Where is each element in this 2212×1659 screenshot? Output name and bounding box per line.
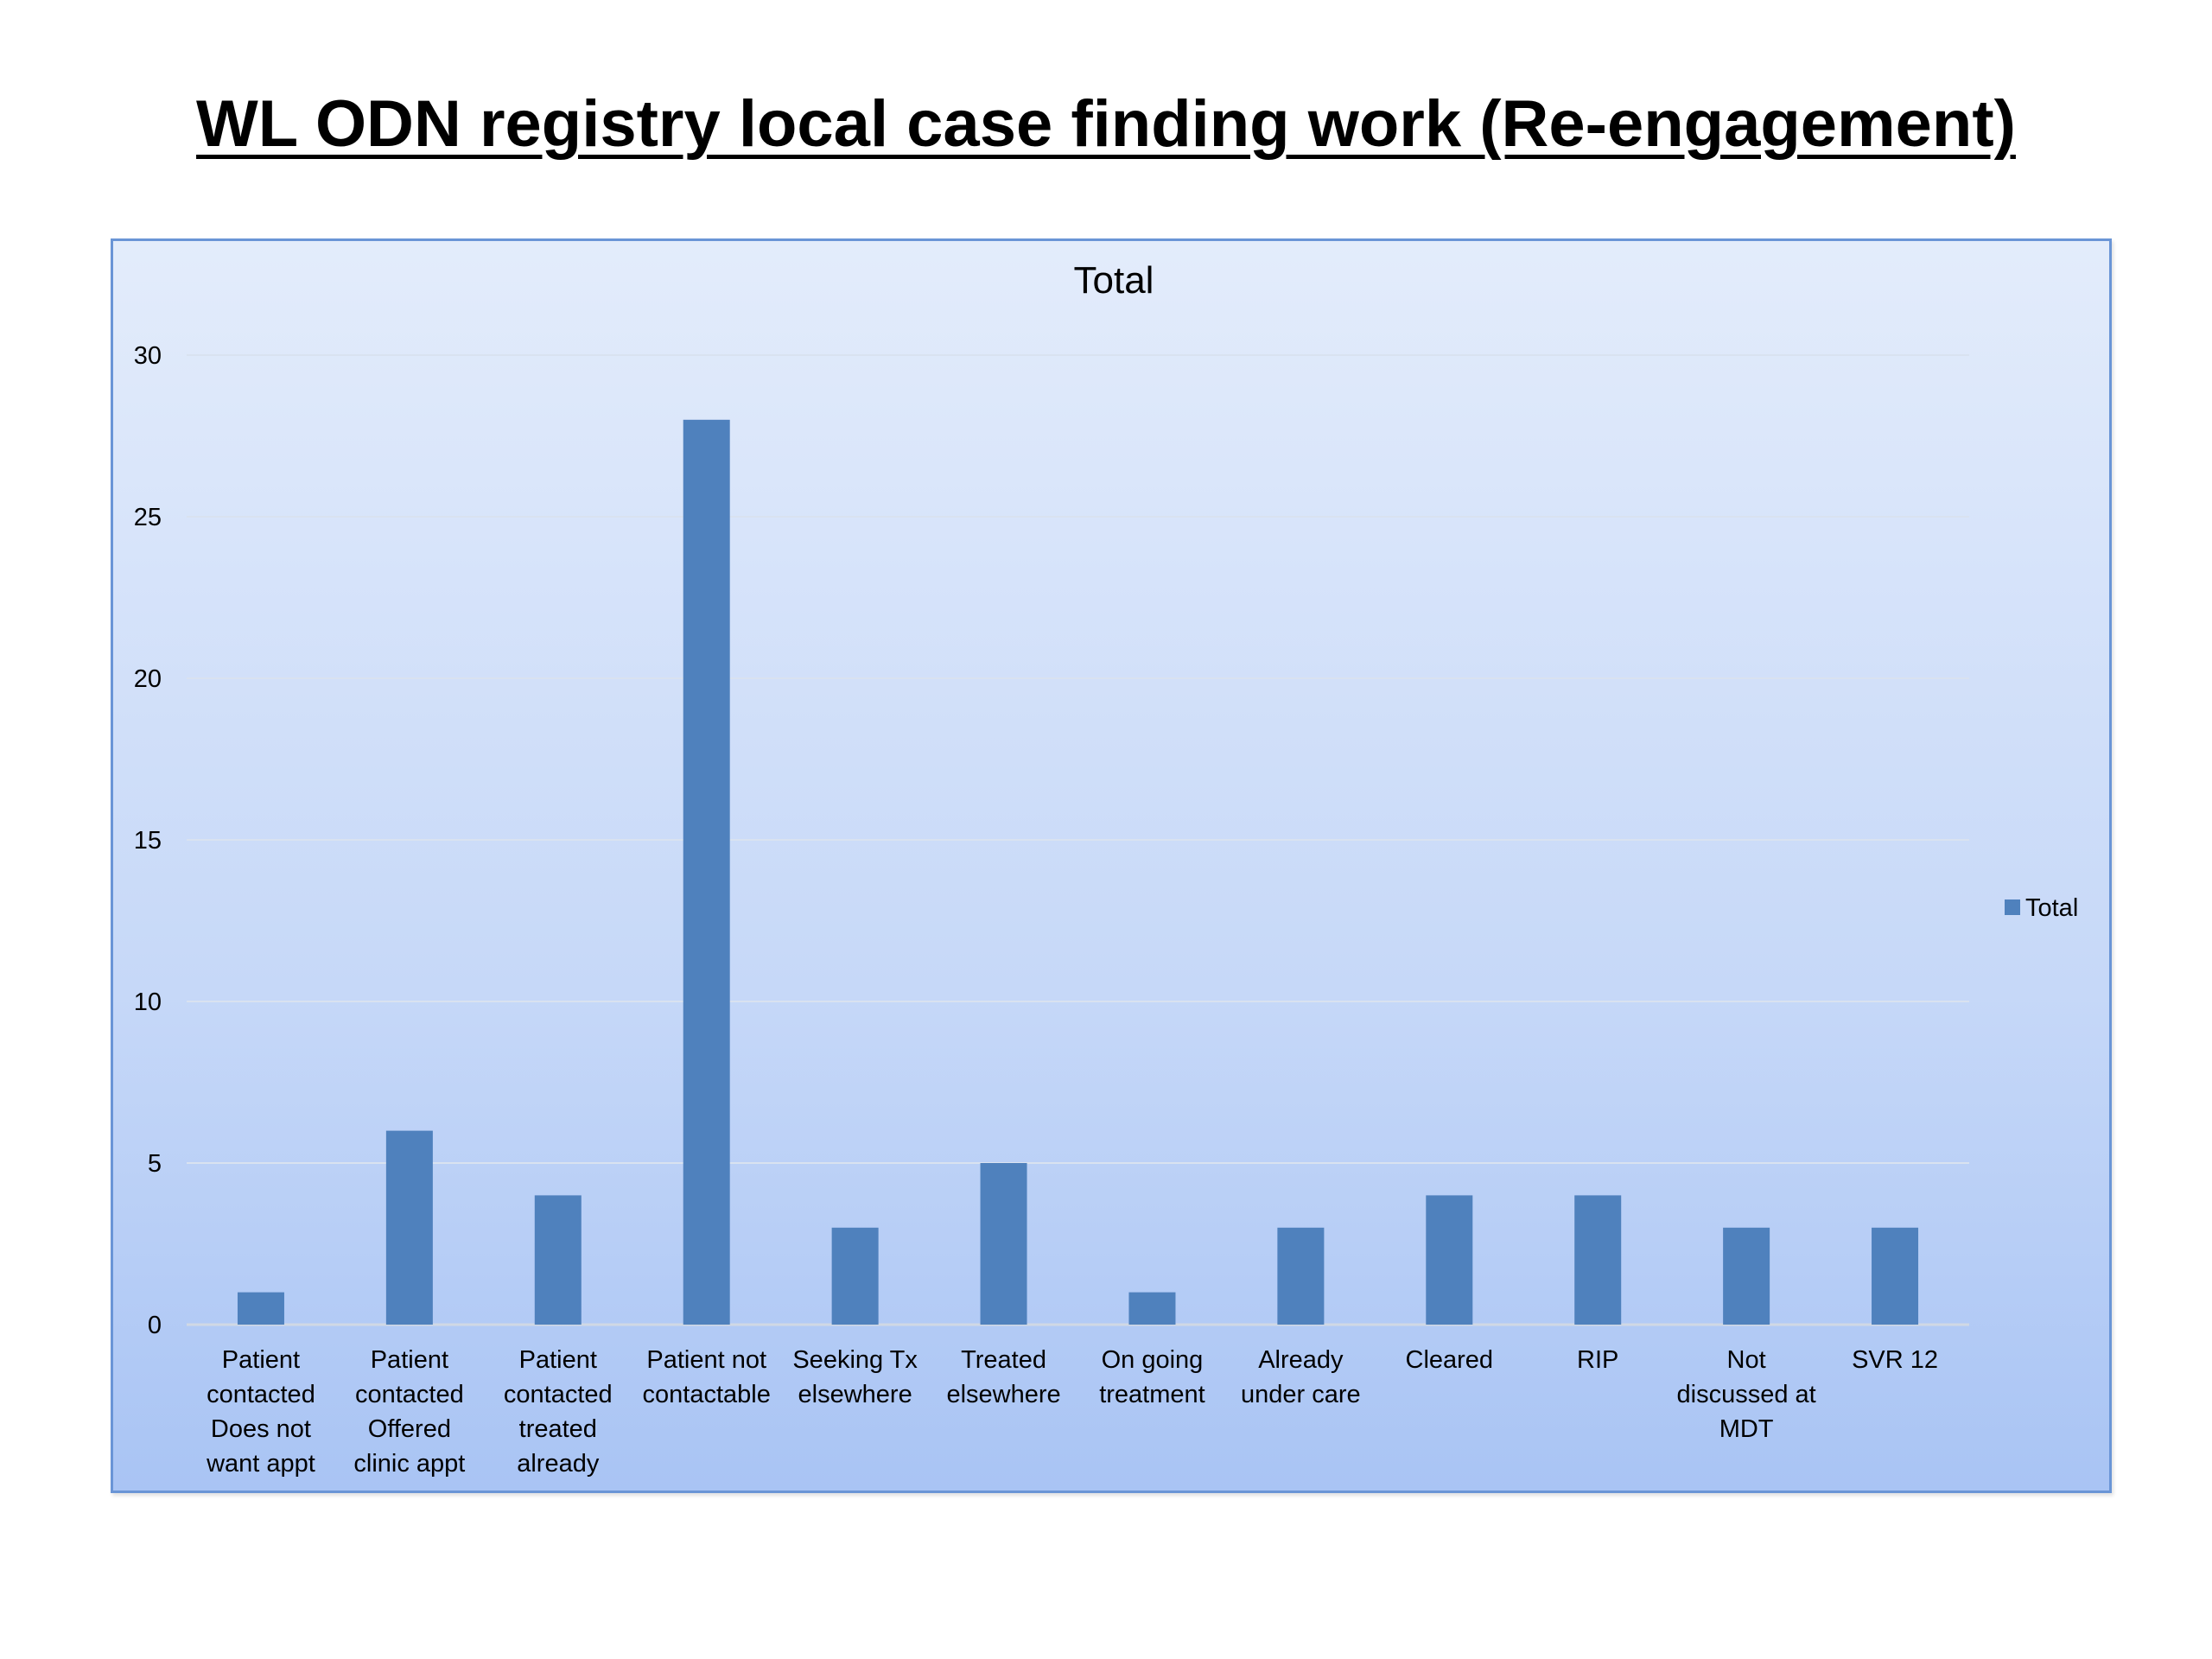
bar bbox=[1128, 1292, 1176, 1325]
bar bbox=[237, 1292, 284, 1325]
bar bbox=[1574, 1195, 1622, 1325]
bar bbox=[1872, 1227, 1919, 1325]
bar bbox=[980, 1163, 1027, 1325]
x-tick-label: RIP bbox=[1577, 1346, 1618, 1374]
x-tick-label: SVR 12 bbox=[1852, 1346, 1938, 1374]
legend: Total bbox=[2005, 894, 2078, 922]
bar bbox=[385, 1130, 433, 1325]
y-axis-ticks: 0 5 10 15 20 25 30 bbox=[134, 342, 162, 1339]
x-tick-label: Seeking Tx elsewhere bbox=[792, 1346, 918, 1408]
x-tick-label: Already under care bbox=[1241, 1346, 1361, 1408]
bar bbox=[831, 1227, 879, 1325]
y-tick-label: 15 bbox=[134, 827, 162, 855]
x-tick-label: Patient contacted treated already bbox=[504, 1346, 613, 1478]
bar bbox=[534, 1195, 582, 1325]
x-tick-label: Treated elsewhere bbox=[946, 1346, 1060, 1408]
bar-chart: Total 0 5 10 15 20 25 30 Patient contacted Does … bbox=[134, 259, 2079, 1478]
legend-label: Total bbox=[2025, 894, 2078, 922]
chart-title: Total bbox=[1074, 259, 1154, 302]
legend-swatch bbox=[2005, 899, 2020, 915]
bar bbox=[1426, 1195, 1473, 1325]
x-tick-label: Not discussed at MDT bbox=[1677, 1346, 1816, 1443]
bar bbox=[1723, 1227, 1770, 1325]
x-axis-labels: Patient contacted Does not want appt Patient… bbox=[206, 1346, 1938, 1478]
x-tick-label: Patient not contactable bbox=[643, 1346, 771, 1408]
x-tick-label: On going treatment bbox=[1099, 1346, 1205, 1408]
bars bbox=[237, 419, 1919, 1325]
y-tick-label: 30 bbox=[134, 342, 162, 370]
y-tick-label: 0 bbox=[148, 1312, 162, 1339]
y-tick-label: 20 bbox=[134, 665, 162, 693]
x-tick-label: Cleared bbox=[1406, 1346, 1494, 1374]
gridlines bbox=[187, 354, 1969, 1326]
bar bbox=[683, 419, 730, 1325]
x-tick-label: Patient contacted Offered clinic appt bbox=[353, 1346, 465, 1478]
slide-title: WL ODN registry local case finding work … bbox=[196, 87, 2016, 161]
y-tick-label: 5 bbox=[148, 1150, 162, 1178]
y-tick-label: 25 bbox=[134, 504, 162, 531]
chart-area: Total 0 5 10 15 20 25 30 Patient contacted Does … bbox=[111, 238, 2112, 1493]
y-tick-label: 10 bbox=[134, 988, 162, 1016]
bar bbox=[1277, 1227, 1325, 1325]
x-tick-label: Patient contacted Does not want appt bbox=[206, 1346, 315, 1478]
